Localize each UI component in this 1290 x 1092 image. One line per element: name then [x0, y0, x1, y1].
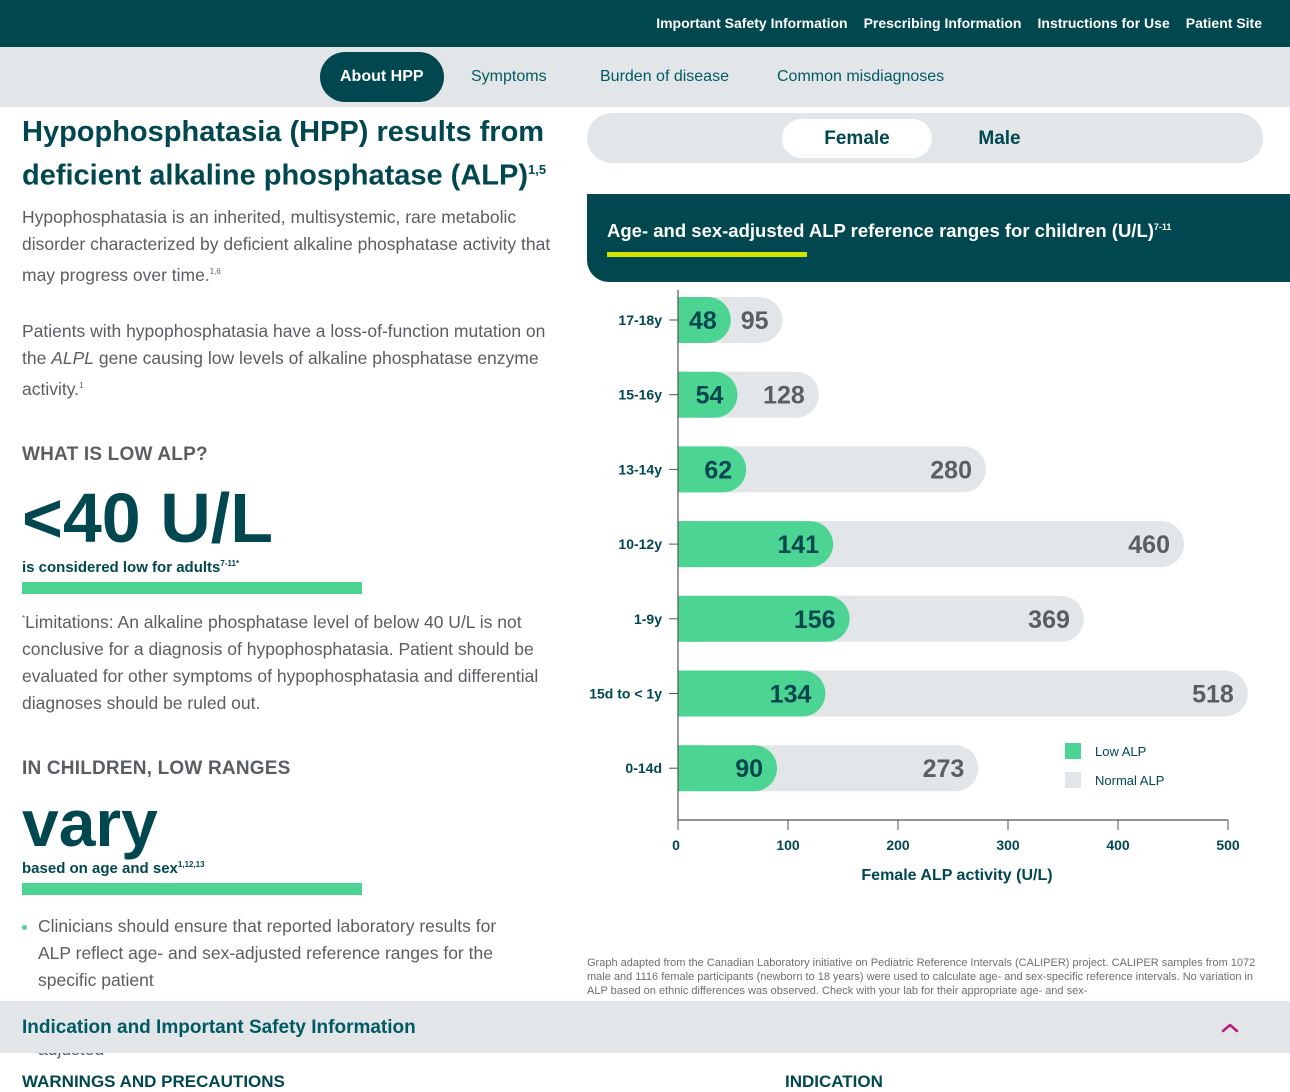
low-alp-value-label: 90 — [735, 755, 763, 783]
low-alp-bar — [678, 745, 777, 792]
female-option[interactable]: Female — [782, 119, 932, 158]
low-alp-bar-base — [678, 745, 701, 792]
vary-caption-ref: 1,12,13 — [177, 860, 205, 870]
x-axis-label: Female ALP activity (U/L) — [861, 867, 1052, 884]
alpl-gene: ALPL — [51, 348, 95, 369]
limitations-paragraph: *Limitations: An alkaline phosphatase le… — [22, 605, 557, 717]
intro-paragraph: Hypophosphatasia is an inherited, multis… — [22, 204, 557, 289]
low-alp-value-label: 62 — [704, 456, 732, 484]
isi-bar[interactable]: Indication and Important Safety Informat… — [0, 1001, 1290, 1053]
section-nav: About HPP Symptoms Burden of disease Com… — [0, 47, 1290, 107]
y-tick-label: 1-9y — [634, 611, 662, 627]
low-alp-bar — [678, 670, 826, 717]
tab-burden-of-disease[interactable]: Burden of disease — [600, 68, 729, 85]
normal-alp-bar — [678, 446, 986, 493]
low-alp-bar-base — [678, 595, 701, 642]
limitations-text: Limitations: An alkaline phosphatase lev… — [22, 612, 539, 714]
page-title-ref: 1,5 — [528, 162, 547, 177]
mutation-paragraph-ref: 1 — [79, 381, 84, 391]
low-alp-value-label: 54 — [696, 382, 724, 410]
mutation-text-b: gene causing low levels of alkaline phos… — [22, 348, 539, 400]
normal-alp-value-label: 369 — [1028, 606, 1070, 634]
page-title-text: Hypophosphatasia (HPP) results from defi… — [22, 116, 545, 192]
chart-header: Age- and sex-adjusted ALP reference rang… — [587, 194, 1290, 282]
normal-alp-value-label: 518 — [1192, 681, 1234, 709]
low-alp-caption-text: is considered low for adults — [22, 559, 221, 577]
tab-common-misdiagnoses[interactable]: Common misdiagnoses — [777, 68, 945, 85]
y-tick-label: 13-14y — [618, 461, 662, 477]
low-alp-bar-base — [678, 446, 701, 493]
y-tick-label: 0-14d — [625, 760, 662, 776]
low-alp-bar-base — [678, 521, 701, 568]
instructions-for-use-link[interactable]: Instructions for Use — [1037, 15, 1170, 31]
x-tick-label: 300 — [996, 837, 1020, 853]
low-alp-caption: is considered low for adults7-11* — [22, 559, 557, 576]
list-item: Clinicians should ensure that reported l… — [22, 913, 522, 994]
x-tick-label: 0 — [672, 837, 680, 853]
tab-about-hpp[interactable]: About HPP — [320, 52, 444, 102]
chart-title-text: Age- and sex-adjusted ALP reference rang… — [607, 220, 1154, 241]
low-alp-value-label: 134 — [770, 681, 812, 709]
x-tick-label: 100 — [776, 837, 800, 853]
low-alp-value-label: 156 — [794, 606, 836, 634]
what-is-low-alp-heading: WHAT IS LOW ALP? — [22, 444, 208, 466]
legend-swatch — [1065, 743, 1081, 759]
normal-alp-value-label: 280 — [930, 456, 972, 484]
legend-label: Normal ALP — [1095, 773, 1164, 788]
vary-caption: based on age and sex1,12,13 — [22, 860, 557, 877]
normal-alp-value-label: 460 — [1128, 531, 1170, 559]
sex-toggle: Female Male — [587, 113, 1263, 163]
low-alp-value-label: 141 — [777, 531, 819, 559]
alp-reference-chart: 48 95 17-18y 54 128 15-16y 62 280 13-14y 141 460 10… — [589, 290, 1248, 884]
y-tick-label: 17-18y — [618, 312, 662, 328]
x-tick-label: 500 — [1216, 837, 1240, 853]
x-tick-label: 200 — [886, 837, 910, 853]
low-alp-bar-base — [678, 371, 701, 418]
y-tick-label: 10-12y — [618, 536, 662, 552]
mutation-text-a: Patients with hypophosphatasia have a lo… — [22, 321, 546, 369]
warnings-heading: WARNINGS AND PRECAUTIONS — [22, 1072, 285, 1091]
vary-underline — [22, 883, 362, 896]
low-alp-bar-base — [678, 670, 701, 717]
important-safety-information-link[interactable]: Important Safety Information — [656, 15, 848, 31]
y-tick-label: 15d to < 1y — [589, 686, 662, 702]
chart-title: Age- and sex-adjusted ALP reference rang… — [607, 220, 1171, 242]
low-alp-bar — [678, 595, 850, 642]
page-title: Hypophosphatasia (HPP) results from defi… — [22, 113, 557, 195]
children-ranges-heading: IN CHILDREN, LOW RANGES — [22, 758, 291, 780]
y-tick-label: 15-16y — [618, 387, 662, 403]
normal-alp-value-label: 128 — [763, 382, 805, 410]
tab-symptoms[interactable]: Symptoms — [471, 68, 547, 85]
chart-title-ref: 7-11 — [1153, 221, 1172, 232]
chevron-up-icon[interactable] — [1220, 1018, 1240, 1038]
isi-title: Indication and Important Safety Informat… — [22, 1017, 416, 1038]
mutation-paragraph: Patients with hypophosphatasia have a lo… — [22, 318, 557, 403]
legend-label: Low ALP — [1095, 744, 1146, 759]
legend-swatch — [1065, 772, 1081, 788]
normal-alp-value-label: 273 — [923, 755, 965, 783]
low-alp-bar — [678, 521, 834, 568]
intro-paragraph-text: Hypophosphatasia is an inherited, multis… — [22, 206, 551, 285]
vary-word: vary — [22, 786, 158, 861]
utility-links: Important Safety Information Prescribing… — [656, 15, 1262, 31]
low-alp-bar-base — [678, 297, 701, 343]
limitations-mark: * — [22, 614, 26, 624]
normal-alp-value-label: 95 — [741, 307, 769, 335]
chart-footnote: Graph adapted from the Canadian Laborato… — [587, 957, 1256, 997]
low-alp-underline — [22, 582, 362, 595]
intro-paragraph-ref: 1,6 — [209, 266, 221, 276]
low-alp-value: <40 U/L — [22, 479, 273, 558]
chart-title-underline — [607, 252, 807, 257]
x-tick-label: 400 — [1106, 837, 1130, 853]
indication-heading: INDICATION — [785, 1072, 883, 1091]
patient-site-link[interactable]: Patient Site — [1185, 15, 1262, 31]
prescribing-information-link[interactable]: Prescribing Information — [863, 15, 1022, 31]
vary-caption-text: based on age and sex — [22, 860, 178, 878]
utility-bar: Important Safety Information Prescribing… — [0, 0, 1290, 47]
low-alp-caption-ref: 7-11* — [220, 559, 240, 569]
male-option[interactable]: Male — [978, 128, 1021, 149]
main-content: Hypophosphatasia (HPP) results from defi… — [22, 113, 557, 1063]
low-alp-value-label: 48 — [689, 307, 717, 335]
